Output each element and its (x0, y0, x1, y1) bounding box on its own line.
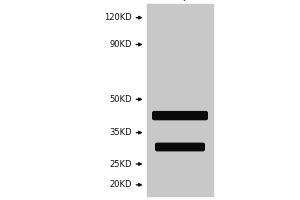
Text: 50KD: 50KD (110, 95, 132, 104)
Text: 25KD: 25KD (110, 160, 132, 169)
FancyBboxPatch shape (153, 112, 207, 120)
Text: 90KD: 90KD (110, 40, 132, 49)
Text: 35KD: 35KD (110, 128, 132, 137)
Bar (147, 4, 213, 196)
Text: 120KD: 120KD (104, 13, 132, 22)
Text: 20KD: 20KD (110, 180, 132, 189)
FancyBboxPatch shape (156, 143, 204, 151)
Text: Liver: Liver (179, 0, 203, 2)
